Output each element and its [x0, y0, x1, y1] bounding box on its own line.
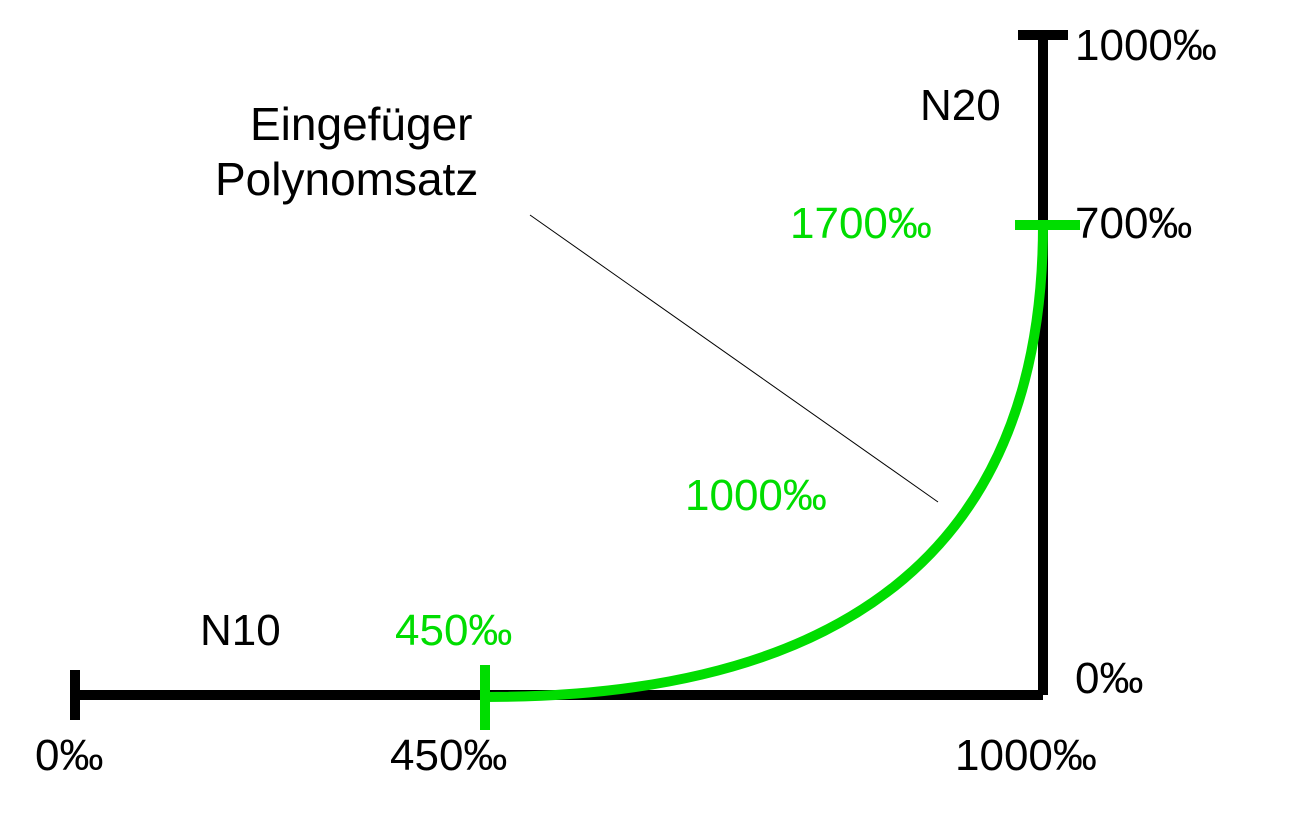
curve-mid-label: 1000‰	[685, 471, 827, 520]
n20-start-label: 0‰	[1075, 654, 1143, 703]
title-line1: Eingefüger	[250, 98, 473, 150]
n10-450-label-green: 450‰	[395, 606, 512, 655]
n10-450-label-black: 450‰	[390, 731, 507, 780]
title-leader-line	[530, 215, 938, 502]
n10-end-label: 1000‰	[955, 731, 1097, 780]
n20-name-label: N20	[920, 81, 1001, 130]
n10-name-label: N10	[200, 606, 281, 655]
n20-1700-label-green: 1700‰	[790, 199, 932, 248]
n10-start-label: 0‰	[35, 731, 103, 780]
n20-700-label-black: 700‰	[1075, 199, 1192, 248]
n20-end-label: 1000‰	[1075, 21, 1217, 70]
polynomial-curve	[485, 225, 1043, 697]
title-line2: Polynomsatz	[215, 153, 478, 205]
